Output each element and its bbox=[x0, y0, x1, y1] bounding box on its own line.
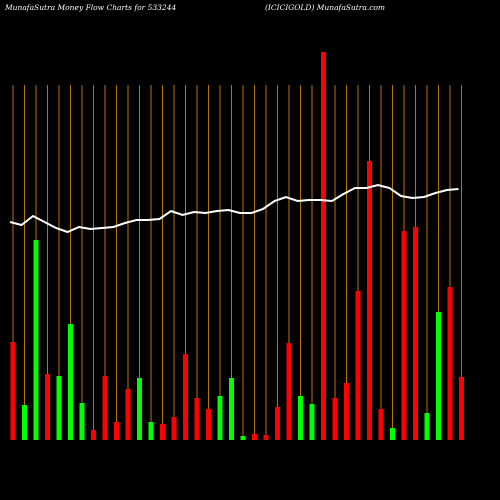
bar bbox=[22, 405, 27, 440]
bar bbox=[137, 378, 142, 440]
bar bbox=[252, 434, 257, 440]
bar bbox=[263, 435, 269, 440]
bar bbox=[459, 377, 464, 440]
chart-title: MunafaSutra Money Flow Charts for 533244 bbox=[4, 3, 176, 12]
bar bbox=[332, 398, 338, 440]
bar bbox=[355, 291, 361, 440]
bar bbox=[413, 227, 418, 440]
bar bbox=[275, 407, 280, 440]
bar bbox=[378, 409, 384, 440]
bar bbox=[114, 422, 119, 440]
bar bbox=[194, 398, 200, 440]
bar bbox=[240, 436, 246, 440]
bar bbox=[390, 428, 395, 440]
bar bbox=[298, 396, 303, 440]
chart-subtitle: (ICICIGOLD) MunafaSutra.com bbox=[265, 3, 385, 12]
bar bbox=[286, 343, 292, 440]
bar bbox=[229, 378, 234, 440]
bar bbox=[344, 383, 349, 440]
bar bbox=[79, 403, 85, 440]
bar bbox=[447, 287, 453, 440]
bar bbox=[33, 240, 39, 440]
bar bbox=[424, 413, 430, 440]
bar bbox=[183, 354, 188, 440]
bar bbox=[125, 389, 131, 440]
bar bbox=[45, 374, 50, 440]
bar bbox=[160, 424, 165, 440]
bar bbox=[367, 161, 372, 440]
bar bbox=[148, 422, 154, 440]
bar bbox=[91, 430, 96, 440]
bar bbox=[68, 324, 73, 440]
bar bbox=[321, 52, 326, 440]
bar bbox=[102, 376, 108, 440]
bar bbox=[401, 231, 407, 440]
bar bbox=[309, 404, 315, 440]
bar bbox=[56, 376, 62, 440]
bar bbox=[217, 396, 223, 440]
bar bbox=[436, 312, 441, 440]
bar bbox=[171, 417, 177, 440]
bar bbox=[206, 409, 211, 440]
flow-line bbox=[9, 183, 459, 234]
bar bbox=[10, 342, 16, 440]
